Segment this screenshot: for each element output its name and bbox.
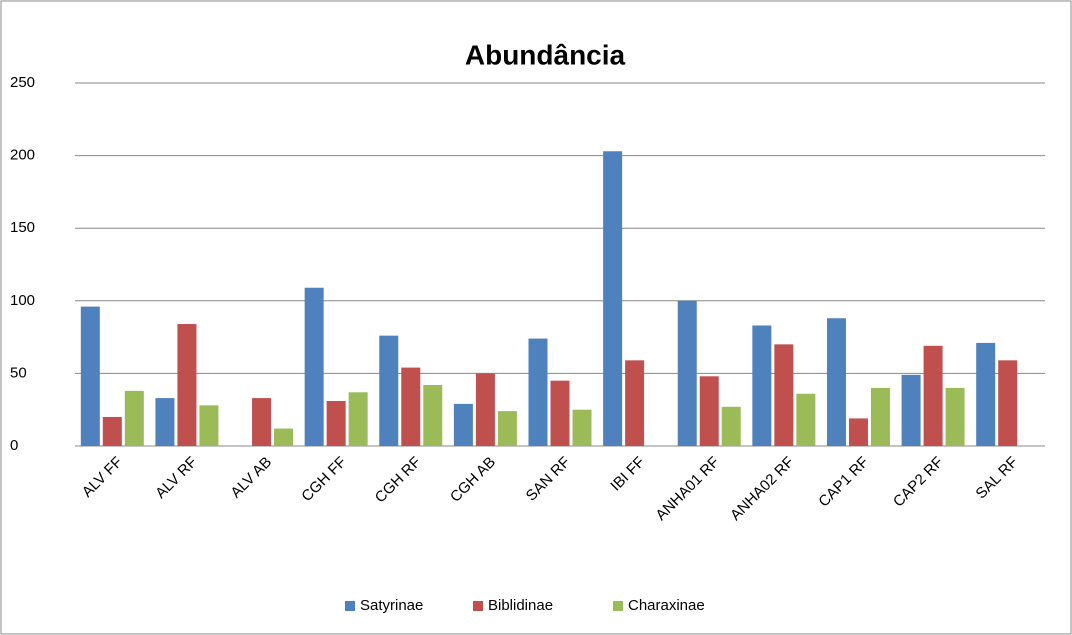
chart-title: Abundância (465, 39, 626, 70)
bar (603, 151, 623, 446)
bar (252, 398, 272, 446)
bar (379, 335, 399, 446)
bar (923, 345, 943, 446)
bar (976, 342, 996, 446)
legend-label: Biblidinae (488, 597, 553, 614)
bar (677, 300, 697, 446)
bar (102, 416, 122, 446)
bar (998, 360, 1018, 446)
bar (901, 374, 921, 446)
bar (721, 406, 741, 446)
legend-label: Satyrinae (360, 597, 423, 614)
bar (572, 409, 592, 446)
bar (625, 360, 645, 446)
bar (475, 373, 495, 446)
bar (423, 385, 443, 446)
bar (550, 380, 570, 446)
bar (124, 390, 144, 446)
legend-swatch (613, 601, 623, 611)
bar (274, 428, 294, 446)
bar (752, 325, 772, 446)
bar (699, 376, 719, 446)
bar (155, 398, 175, 446)
bar (497, 411, 517, 446)
bar (774, 344, 794, 446)
y-tick-label: 0 (10, 437, 18, 454)
bar (348, 392, 368, 446)
bar (528, 338, 548, 446)
y-tick-label: 50 (10, 364, 27, 381)
bar (453, 403, 473, 446)
bar (177, 324, 197, 446)
y-tick-label: 100 (10, 292, 35, 309)
y-tick-label: 150 (10, 219, 35, 236)
bar (870, 387, 890, 446)
bar (304, 287, 324, 446)
bar (80, 306, 100, 446)
y-tick-label: 250 (10, 74, 35, 91)
y-tick-label: 200 (10, 147, 35, 164)
bar (199, 405, 219, 446)
bar (326, 400, 346, 446)
legend-swatch (345, 601, 355, 611)
bar (796, 393, 816, 446)
legend-swatch (473, 601, 483, 611)
bar (826, 318, 846, 446)
bar (945, 387, 965, 446)
bar (848, 418, 868, 446)
legend-label: Charaxinae (628, 597, 705, 614)
bar (401, 367, 421, 446)
